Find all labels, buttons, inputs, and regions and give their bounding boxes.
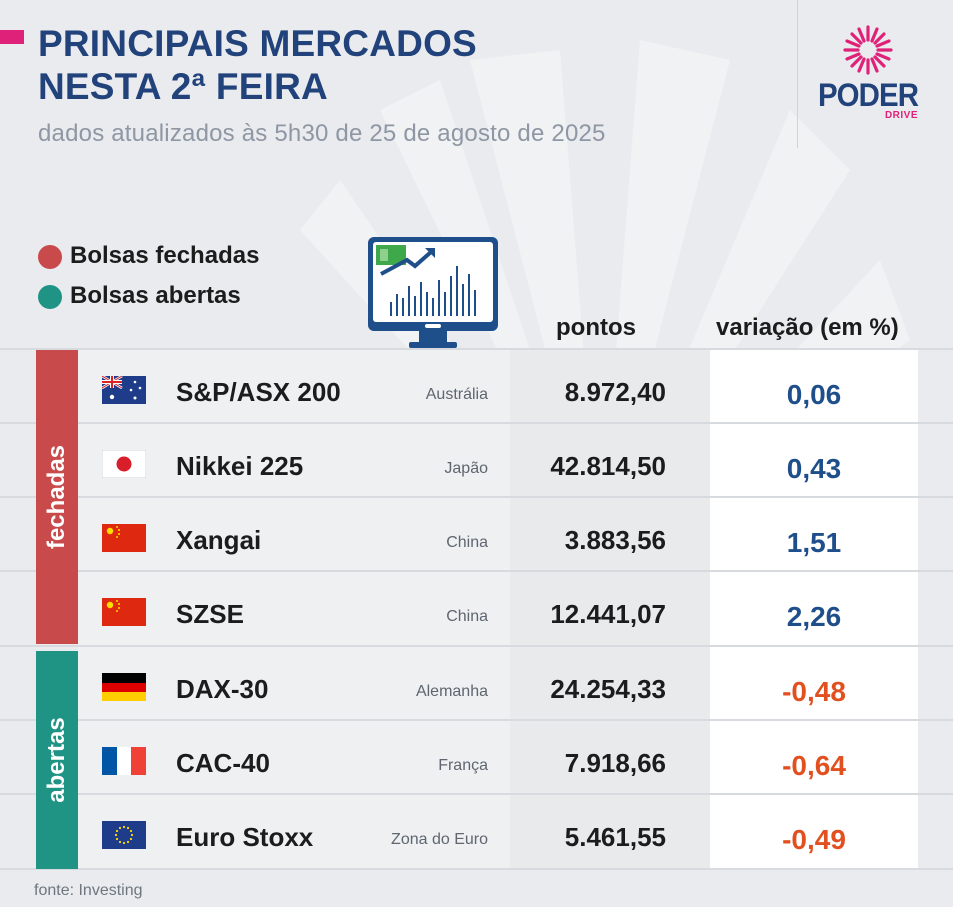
market-points: 3.883,56 <box>564 525 666 555</box>
market-country: França <box>438 757 488 774</box>
china-flag-icon <box>102 598 146 626</box>
germany-flag-icon <box>102 673 146 701</box>
table-row: CAC-40 França 7.918,66 -0,64 <box>0 719 953 793</box>
market-name: Nikkei 225 <box>176 451 304 481</box>
australia-flag-icon <box>102 376 146 404</box>
title-line-1: PRINCIPAIS MERCADOS <box>38 23 477 64</box>
markets-table: fechadas abertas S&P/ASX 200 Austrália 8… <box>0 348 953 870</box>
monitor-chart-icon <box>368 237 498 348</box>
row-divider <box>0 496 953 498</box>
market-points: 24.254,33 <box>550 674 666 704</box>
logo-subtext: DRIVE <box>884 110 918 121</box>
market-points: 7.918,66 <box>564 748 666 778</box>
variation-column-background <box>710 348 918 870</box>
market-variation: 0,06 <box>786 379 842 410</box>
market-country: Austrália <box>425 386 488 403</box>
page-subtitle: dados atualizados às 5h30 de 25 de agost… <box>38 120 606 147</box>
row-divider <box>0 570 953 572</box>
row-divider <box>0 719 953 721</box>
eu-flag-icon <box>102 821 146 849</box>
market-country: Zona do Euro <box>391 831 488 848</box>
market-name: Euro Stoxx <box>176 822 314 852</box>
table-row: DAX-30 Alemanha 24.254,33 -0,48 <box>0 645 953 719</box>
market-name: S&P/ASX 200 <box>176 377 341 407</box>
column-header-points: pontos <box>556 314 636 341</box>
market-country: China <box>446 534 488 551</box>
market-name: Xangai <box>176 525 262 555</box>
label-column-background <box>78 348 510 870</box>
title-line-2: NESTA 2ª FEIRA <box>38 66 328 107</box>
market-variation: -0,49 <box>782 824 846 855</box>
accent-square <box>0 30 24 44</box>
market-variation: 0,43 <box>786 453 842 484</box>
group-open-bar: abertas <box>36 651 78 869</box>
poder-drive-logo: PODER DRIVE <box>812 24 924 124</box>
market-variation: -0,64 <box>782 750 846 781</box>
france-flag-icon <box>102 747 146 775</box>
legend-closed-dot <box>38 245 62 269</box>
row-divider <box>0 645 953 647</box>
row-divider <box>0 422 953 424</box>
market-country: China <box>446 608 488 625</box>
table-row: S&P/ASX 200 Austrália 8.972,40 0,06 <box>0 348 953 422</box>
market-country: Alemanha <box>415 683 488 700</box>
market-variation: 2,26 <box>786 601 842 632</box>
group-closed-bar: fechadas <box>36 350 78 644</box>
row-divider <box>0 793 953 795</box>
market-points: 12.441,07 <box>550 599 666 629</box>
logo-wordmark: PODER <box>817 77 919 113</box>
market-name: CAC-40 <box>176 748 270 778</box>
column-header-variation: variação (em %) <box>716 314 899 341</box>
market-points: 42.814,50 <box>550 451 666 481</box>
market-country: Japão <box>444 460 488 477</box>
market-name: DAX-30 <box>176 674 269 704</box>
market-variation: -0,48 <box>782 676 846 707</box>
japan-flag-icon <box>102 450 146 478</box>
market-points: 8.972,40 <box>564 377 666 407</box>
legend-closed-label: Bolsas fechadas <box>70 242 260 269</box>
legend-open-dot <box>38 285 62 309</box>
row-divider <box>0 348 953 350</box>
table-row: SZSE China 12.441,07 2,26 <box>0 570 953 644</box>
table-row: Euro Stoxx Zona do Euro 5.461,55 -0,49 <box>0 793 953 867</box>
china-flag-icon <box>102 524 146 552</box>
market-points: 5.461,55 <box>564 822 666 852</box>
table-row: Xangai China 3.883,56 1,51 <box>0 496 953 570</box>
source-note: fonte: Investing <box>34 882 143 899</box>
logo-divider <box>797 0 798 148</box>
legend-open-label: Bolsas abertas <box>70 282 241 309</box>
page-title: PRINCIPAIS MERCADOS NESTA 2ª FEIRA <box>38 22 477 108</box>
logo-burst-icon <box>843 25 893 75</box>
row-divider <box>0 868 953 870</box>
table-row: Nikkei 225 Japão 42.814,50 0,43 <box>0 422 953 496</box>
market-variation: 1,51 <box>786 527 842 558</box>
market-name: SZSE <box>176 599 244 629</box>
points-column-background <box>510 348 710 870</box>
